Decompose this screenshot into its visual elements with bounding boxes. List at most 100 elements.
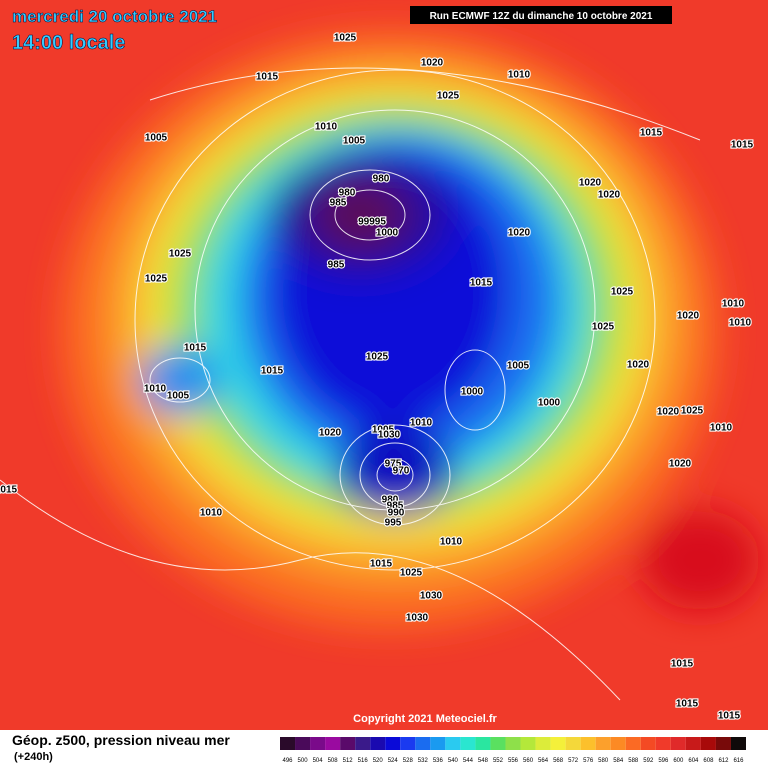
colorbar-label: 596	[658, 758, 669, 764]
colorbar-swatch	[295, 737, 311, 750]
isobar-label: 1030	[378, 430, 401, 441]
isobar-label: 1010	[315, 122, 338, 133]
isobar-label: 1010	[508, 70, 531, 81]
colorbar-swatch	[595, 737, 611, 750]
colorbar-swatch	[580, 737, 596, 750]
colorbar-swatch	[430, 737, 446, 750]
isobar-label: 1025	[145, 274, 168, 285]
colorbar-swatch	[370, 737, 386, 750]
isobar-label: 1020	[421, 58, 444, 69]
isobar-label: 975	[385, 459, 402, 470]
map-time: 14:00 locale	[12, 32, 125, 54]
colorbar-label: 600	[673, 758, 684, 764]
isobar-label: 980	[373, 174, 390, 185]
colorbar-label: 576	[583, 758, 594, 764]
colorbar-label: 584	[613, 758, 624, 764]
isobar-label: 1010	[722, 299, 745, 310]
colorbar-swatch	[730, 737, 746, 750]
isobar-label: 1015	[370, 559, 393, 570]
colorbar-swatch	[490, 737, 506, 750]
isobar-label: 1020	[319, 428, 342, 439]
colorbar-swatch	[535, 737, 551, 750]
copyright: Copyright 2021 Meteociel.fr	[353, 713, 497, 725]
colorbar-swatch	[610, 737, 626, 750]
isobar-label: 1015	[640, 128, 663, 139]
colorbar-swatch	[625, 737, 641, 750]
colorbar-label: 496	[283, 758, 294, 764]
isobar-label: 1010	[200, 508, 223, 519]
colorbar-swatch	[520, 737, 536, 750]
isobar-label: 1005	[167, 391, 190, 402]
colorbar-swatch	[325, 737, 341, 750]
colorbar-label: 572	[568, 758, 579, 764]
colorbar-swatch	[310, 737, 326, 750]
isobar-label: 995	[385, 518, 402, 529]
isobar-label: 99995	[358, 217, 386, 228]
colorbar-label: 516	[358, 758, 369, 764]
isobar-label: 1010	[710, 423, 733, 434]
colorbar-label: 564	[538, 758, 549, 764]
isobar-label: 1000	[461, 387, 484, 398]
isobar-label: 985	[387, 501, 404, 512]
colorbar-label: 612	[718, 758, 729, 764]
colorbar-swatch	[280, 737, 296, 750]
isobar-label: 980	[382, 495, 399, 506]
isobar-label: 1015	[261, 366, 284, 377]
colorbar-swatch	[670, 737, 686, 750]
isobar-label: 1015	[256, 72, 279, 83]
isobar-label: 1020	[508, 228, 531, 239]
colorbar-label: 528	[403, 758, 414, 764]
colorbar-swatch	[640, 737, 656, 750]
colorbar-label: 500	[298, 758, 309, 764]
isobar-label: 1015	[718, 711, 741, 722]
colorbar-label: 512	[343, 758, 354, 764]
colorbar: 496 500 504 508 512 516 520 524 528 532 536 540 544 5…	[280, 737, 746, 764]
isobar-label: 990	[388, 508, 405, 519]
colorbar-label: 508	[328, 758, 339, 764]
isobar-label: 1000	[376, 228, 399, 239]
isobar-label: 980	[339, 188, 356, 199]
isobar-label: 1025	[366, 352, 389, 363]
isobar-label: 1015	[0, 485, 18, 496]
colorbar-swatch	[550, 737, 566, 750]
isobar-label: 985	[330, 198, 347, 209]
colorbar-label: 616	[733, 758, 744, 764]
isobar-label: 1010	[729, 318, 752, 329]
colorbar-label: 604	[688, 758, 699, 764]
colorbar-swatch	[505, 737, 521, 750]
isobar-label: 1010	[410, 418, 433, 429]
colorbar-label: 556	[508, 758, 519, 764]
isobar-label: 1030	[420, 591, 443, 602]
isobar-label: 1025	[592, 322, 615, 333]
isobar-label: 1025	[681, 406, 704, 417]
colorbar-swatch	[445, 737, 461, 750]
footer-lead: (+240h)	[14, 751, 53, 763]
colorbar-label: 608	[703, 758, 714, 764]
isobar-label: 1020	[598, 190, 621, 201]
isobar-label: 1015	[184, 343, 207, 354]
z500-field	[0, 0, 768, 730]
colorbar-swatch	[685, 737, 701, 750]
isobar-label: 1015	[676, 699, 699, 710]
colorbar-swatch	[460, 737, 476, 750]
isobar-label: 1005	[507, 361, 530, 372]
colorbar-swatch	[385, 737, 401, 750]
colorbar-label: 536	[433, 758, 444, 764]
colorbar-swatch	[400, 737, 416, 750]
isobar-label: 1025	[334, 33, 357, 44]
map-title: mercredi 20 octobre 2021	[12, 7, 217, 26]
colorbar-swatch	[415, 737, 431, 750]
colorbar-label: 544	[463, 758, 474, 764]
isobar-label: 1025	[400, 568, 423, 579]
isobar-label: 1020	[677, 311, 700, 322]
isobar-label: 1015	[671, 659, 694, 670]
isobar-label: 1020	[579, 178, 602, 189]
colorbar-swatch	[700, 737, 716, 750]
isobar-label: 1030	[406, 613, 429, 624]
isobar-label: 1025	[437, 91, 460, 102]
isobar-label: 1010	[440, 537, 463, 548]
isobar-label: 1015	[731, 140, 754, 151]
colorbar-label: 568	[553, 758, 564, 764]
colorbar-swatch	[565, 737, 581, 750]
